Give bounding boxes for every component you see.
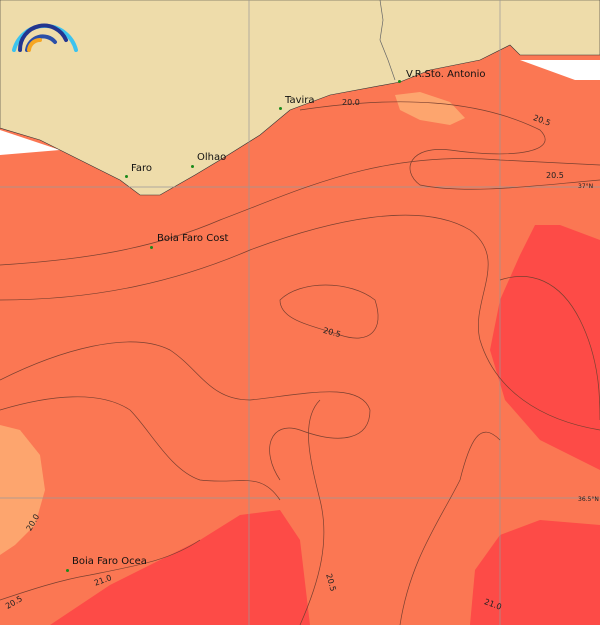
isotherms [0,101,600,625]
place-label: Olhao [197,152,227,163]
rainbow-arc-logo [12,23,78,52]
land [0,0,600,196]
place-label: Faro [131,163,152,174]
buoy-label: Boia Faro Ocea [72,556,147,567]
place-label: Tavira [285,95,315,106]
buoy-marker[interactable] [66,569,69,572]
warm-region-east [490,225,600,470]
station-marker[interactable] [398,80,401,83]
station-marker[interactable] [125,175,128,178]
cool-region-north [395,92,465,125]
place-label: V.R.Sto. Antonio [406,69,486,80]
buoy-marker[interactable] [150,246,153,249]
station-marker[interactable] [191,165,194,168]
contour-label: 20.5 [546,171,564,180]
lat-label: 37°N [578,183,594,190]
station-marker[interactable] [279,107,282,110]
contour-label: 20.0 [342,98,360,107]
river [379,0,396,81]
warm-region-southeast [470,520,600,625]
warm-region-south [50,510,310,625]
buoy-label: Boia Faro Cost [157,233,229,244]
lat-label: 36.5°N [578,496,599,503]
cool-region-west [0,425,45,555]
